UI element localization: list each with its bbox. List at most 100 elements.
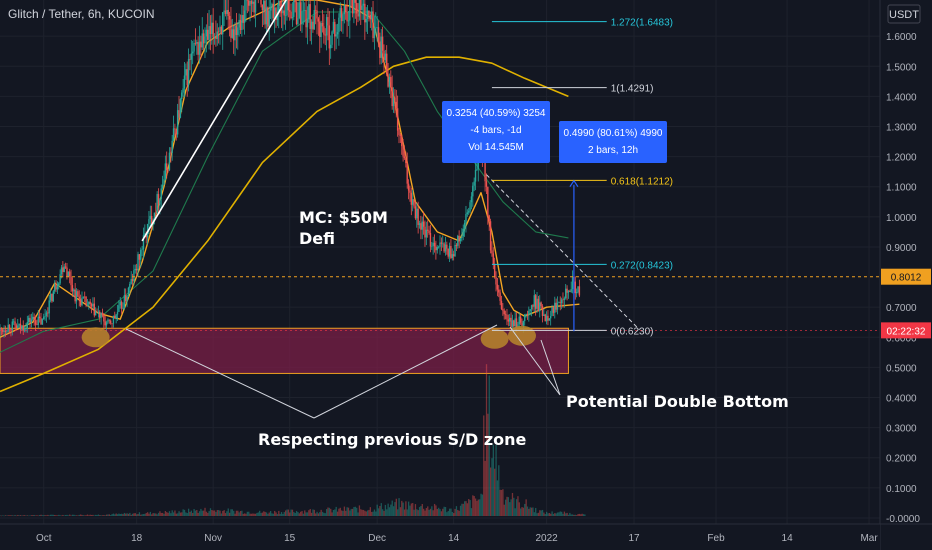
volume-bar bbox=[566, 512, 568, 516]
candle-body bbox=[0, 327, 3, 330]
candle-body bbox=[558, 302, 560, 303]
currency-badge[interactable]: USDT bbox=[887, 4, 921, 24]
volume-bar bbox=[272, 513, 274, 516]
candle-body bbox=[409, 190, 411, 193]
candle-body bbox=[49, 293, 52, 301]
volume-bar bbox=[383, 510, 385, 516]
volume-bar bbox=[84, 515, 86, 516]
candle-body bbox=[183, 75, 186, 89]
candle-body bbox=[551, 307, 553, 317]
candle-body bbox=[231, 29, 233, 38]
candle-body bbox=[578, 286, 581, 296]
candle-body bbox=[554, 302, 556, 313]
volume-bar bbox=[22, 515, 24, 516]
candle-body bbox=[511, 320, 514, 327]
candle-body bbox=[431, 245, 433, 247]
volume-bar bbox=[323, 512, 325, 516]
candle-body bbox=[290, 11, 292, 19]
candle-body bbox=[175, 129, 177, 135]
volume-bar bbox=[343, 506, 346, 516]
time-axis[interactable]: Oct 18 Nov 15 Dec 14 2022 17 Feb 14 Mar bbox=[0, 523, 932, 550]
volume-bar bbox=[444, 507, 447, 516]
volume-bar bbox=[198, 511, 201, 516]
volume-bar bbox=[567, 514, 570, 516]
volume-bar bbox=[390, 504, 392, 516]
volume-bar bbox=[431, 506, 433, 516]
candle-body bbox=[90, 304, 93, 307]
volume-bar bbox=[522, 507, 525, 516]
volume-bar bbox=[507, 497, 510, 516]
volume-bar bbox=[403, 509, 406, 516]
candle-body bbox=[537, 298, 540, 312]
symbol-label: Glitch / Tether, 6h, KUCOIN bbox=[8, 7, 155, 21]
candle-body bbox=[347, 20, 350, 22]
volume-bar bbox=[483, 415, 485, 516]
candle-body bbox=[339, 8, 341, 18]
volume-bar bbox=[308, 510, 310, 516]
volume-bar bbox=[28, 515, 30, 517]
candle-body bbox=[533, 295, 535, 307]
candle-body bbox=[386, 53, 388, 75]
candle-body bbox=[293, 0, 295, 17]
candle-body bbox=[487, 186, 489, 216]
candle-body bbox=[473, 181, 475, 186]
volume-bar bbox=[316, 511, 318, 516]
volume-bar bbox=[224, 513, 227, 516]
candle-body bbox=[29, 317, 31, 323]
candle-body bbox=[96, 311, 98, 313]
volume-bar bbox=[487, 413, 489, 516]
candle-body bbox=[213, 36, 216, 38]
volume-bar bbox=[30, 515, 33, 516]
volume-bar bbox=[506, 496, 508, 516]
volume-bar bbox=[480, 493, 482, 516]
volume-bar bbox=[558, 512, 560, 516]
candle-body bbox=[66, 267, 68, 277]
volume-bar bbox=[164, 511, 167, 516]
candle-body bbox=[365, 18, 367, 23]
volume-bar bbox=[556, 512, 559, 516]
volume-bar bbox=[29, 515, 31, 516]
time-tick-label: Feb bbox=[707, 533, 725, 544]
volume-bar bbox=[207, 512, 209, 516]
volume-bar bbox=[332, 509, 335, 516]
volume-bar bbox=[189, 511, 191, 516]
measure-layer: 0.3254 (40.59%) 3254 -4 bars, -1d Vol 14.5… bbox=[442, 101, 667, 332]
candle-body bbox=[125, 295, 127, 302]
candle-body bbox=[73, 289, 75, 292]
volume-bar bbox=[555, 513, 557, 516]
volume-bar bbox=[226, 511, 228, 516]
volume-bar bbox=[260, 512, 262, 516]
candle-body bbox=[416, 208, 418, 219]
volume-bar bbox=[21, 515, 23, 517]
candle-body bbox=[470, 196, 473, 203]
candle-body bbox=[58, 283, 60, 287]
volume-bar bbox=[175, 513, 177, 516]
candle-body bbox=[202, 33, 205, 44]
fib-level-label: 0.272(0.8423) bbox=[611, 260, 673, 271]
volume-layer bbox=[0, 364, 586, 517]
volume-bar bbox=[347, 507, 350, 516]
volume-bar bbox=[41, 515, 44, 516]
candle-body bbox=[405, 157, 407, 164]
candle-body bbox=[340, 8, 343, 22]
measure-box-text: -4 bars, -1d bbox=[470, 125, 521, 136]
volume-bar bbox=[324, 513, 326, 516]
candle-body bbox=[204, 36, 206, 44]
candle-body bbox=[137, 254, 139, 271]
candle-body bbox=[519, 316, 522, 323]
price-axis[interactable]: 1.6000 1.5000 1.4000 1.3000 1.2000 1.1000 1.00… bbox=[879, 0, 932, 550]
candle-body bbox=[17, 325, 19, 329]
candle-body bbox=[327, 17, 329, 26]
candle-body bbox=[559, 302, 561, 304]
candle-body bbox=[149, 215, 152, 220]
candle-body bbox=[379, 41, 381, 58]
candle-body bbox=[138, 254, 141, 260]
volume-bar bbox=[178, 511, 180, 516]
volume-bar bbox=[162, 512, 164, 516]
candle-body bbox=[474, 170, 477, 182]
time-tick-label: Nov bbox=[204, 533, 222, 544]
volume-bar bbox=[88, 515, 90, 516]
volume-bar bbox=[528, 508, 530, 516]
volume-bar bbox=[172, 512, 175, 516]
